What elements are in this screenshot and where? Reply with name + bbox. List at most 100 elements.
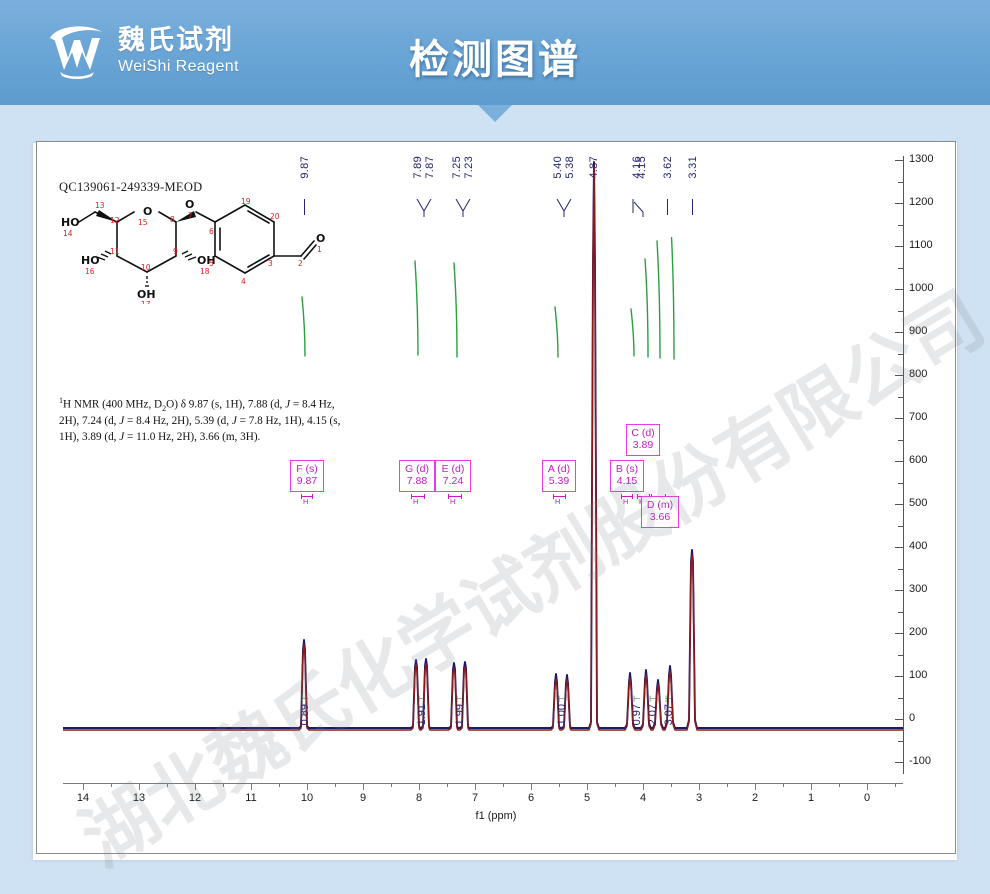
- x-tick-label-10: 10: [300, 792, 314, 804]
- x-tick-label-9: 9: [359, 792, 367, 804]
- y-tick: [898, 354, 904, 355]
- integration-value-0-89: 0.89: [299, 704, 311, 726]
- multiplet-h-E: H: [450, 497, 456, 506]
- y-tick-label--100: -100: [909, 755, 932, 767]
- y-tick-label-800: 800: [909, 368, 928, 380]
- logo-chinese-name: 魏氏试剂: [118, 25, 234, 56]
- y-tick: [895, 590, 904, 591]
- x-tick: [223, 783, 224, 787]
- svg-text:HO: HO: [61, 216, 80, 229]
- multiplet-shift-A: 5.39: [548, 475, 570, 488]
- x-tick-label-2: 2: [751, 792, 759, 804]
- peak-tick-group-415: [632, 199, 644, 217]
- x-tick: [587, 783, 588, 790]
- y-tick: [898, 526, 904, 527]
- svg-text:HO: HO: [81, 254, 100, 267]
- y-tick: [895, 160, 904, 161]
- y-tick: [895, 375, 904, 376]
- multiplet-range-G: [411, 494, 425, 499]
- y-tick: [895, 289, 904, 290]
- x-tick-label-4: 4: [639, 792, 647, 804]
- logo-english-name: WeiShi Reagent: [118, 58, 239, 75]
- x-tick: [895, 783, 896, 787]
- svg-text:O: O: [143, 205, 152, 218]
- multiplet-h-B: H: [623, 497, 629, 506]
- y-tick: [895, 418, 904, 419]
- svg-text:O: O: [185, 198, 194, 211]
- sample-id-label: QC139061-249339-MEOD: [59, 180, 203, 194]
- integration-mark-3: ⊢: [456, 694, 464, 704]
- peak-tick-group-788: [416, 199, 432, 217]
- multiplet-box-E[interactable]: E (d) 7.24: [435, 460, 471, 492]
- x-tick-label-3: 3: [695, 792, 703, 804]
- x-tick: [727, 783, 728, 787]
- spectrum-frame: QC139061-249339-MEOD: [36, 141, 956, 854]
- multiplet-shift-D: 3.66: [649, 511, 671, 524]
- multiplet-box-F[interactable]: F (s) 9.87: [290, 460, 324, 492]
- y-tick: [898, 182, 904, 183]
- brand-logo: 魏氏试剂 WeiShi Reagent: [46, 22, 239, 80]
- svg-text:OH: OH: [197, 254, 216, 267]
- x-tick: [615, 783, 616, 787]
- y-tick: [895, 203, 904, 204]
- svg-text:12: 12: [110, 216, 120, 225]
- y-tick-label-1200: 1200: [909, 196, 934, 208]
- svg-text:4: 4: [241, 277, 246, 286]
- multiplet-shift-B: 4.15: [616, 475, 638, 488]
- multiplet-shift-F: 9.87: [296, 475, 318, 488]
- x-tick: [279, 783, 280, 787]
- x-tick: [475, 783, 476, 790]
- y-tick: [898, 225, 904, 226]
- y-tick: [895, 719, 904, 720]
- multiplet-range-E: [448, 494, 462, 499]
- svg-text:14: 14: [63, 229, 73, 238]
- y-tick-label-1100: 1100: [909, 239, 933, 251]
- integration-mark-2: ⊢: [418, 694, 426, 704]
- y-tick-label-900: 900: [909, 325, 928, 337]
- x-axis-title: f1 (ppm): [475, 810, 517, 822]
- svg-text:OH: OH: [137, 288, 156, 301]
- multiplet-box-A[interactable]: A (d) 5.39: [542, 460, 576, 492]
- y-tick: [895, 633, 904, 634]
- y-tick-label-400: 400: [909, 540, 928, 552]
- y-tick: [898, 311, 904, 312]
- x-tick: [363, 783, 364, 790]
- integration-mark-5: ⊢: [633, 694, 641, 704]
- x-tick: [643, 783, 644, 790]
- x-tick-label-14: 14: [76, 792, 90, 804]
- peak-tick-group-724: [455, 199, 471, 217]
- multiplet-range-B: [621, 494, 633, 499]
- integration-mark-1: ⊢: [301, 694, 309, 704]
- y-tick: [898, 397, 904, 398]
- svg-text:2: 2: [298, 259, 303, 268]
- y-tick: [898, 741, 904, 742]
- svg-text:18: 18: [200, 267, 210, 276]
- x-tick-label-12: 12: [188, 792, 202, 804]
- chemical-structure-diagram: HO HO OH OH O O O 1 2 3 4 5 6 7 8: [55, 194, 335, 309]
- multiplet-id-A: A (d): [547, 463, 571, 475]
- page-header: 魏氏试剂 WeiShi Reagent 检测图谱: [0, 0, 990, 105]
- multiplet-box-C[interactable]: C (d) 3.89: [626, 424, 660, 456]
- multiplet-box-D[interactable]: D (m) 3.66: [641, 496, 679, 528]
- svg-text:9: 9: [173, 247, 178, 256]
- y-tick: [898, 655, 904, 656]
- multiplet-box-B[interactable]: B (s) 4.15: [610, 460, 644, 492]
- x-tick: [503, 783, 504, 787]
- x-tick: [167, 783, 168, 787]
- svg-text:20: 20: [270, 212, 280, 221]
- multiplet-box-G[interactable]: G (d) 7.88: [399, 460, 435, 492]
- integration-mark-7: ⊢: [665, 694, 673, 704]
- y-tick: [898, 612, 904, 613]
- x-tick: [419, 783, 420, 790]
- x-tick-label-11: 11: [245, 792, 257, 804]
- y-tick-label-1000: 1000: [909, 282, 934, 294]
- svg-text:O: O: [316, 232, 325, 245]
- x-tick: [783, 783, 784, 787]
- x-tick: [867, 783, 868, 790]
- x-tick: [251, 783, 252, 790]
- x-tick-label-13: 13: [132, 792, 146, 804]
- peak-tick-3-62: [667, 199, 668, 215]
- x-tick-label-5: 5: [583, 792, 591, 804]
- x-tick: [335, 783, 336, 787]
- integration-value-1-00: 1.00: [556, 704, 568, 726]
